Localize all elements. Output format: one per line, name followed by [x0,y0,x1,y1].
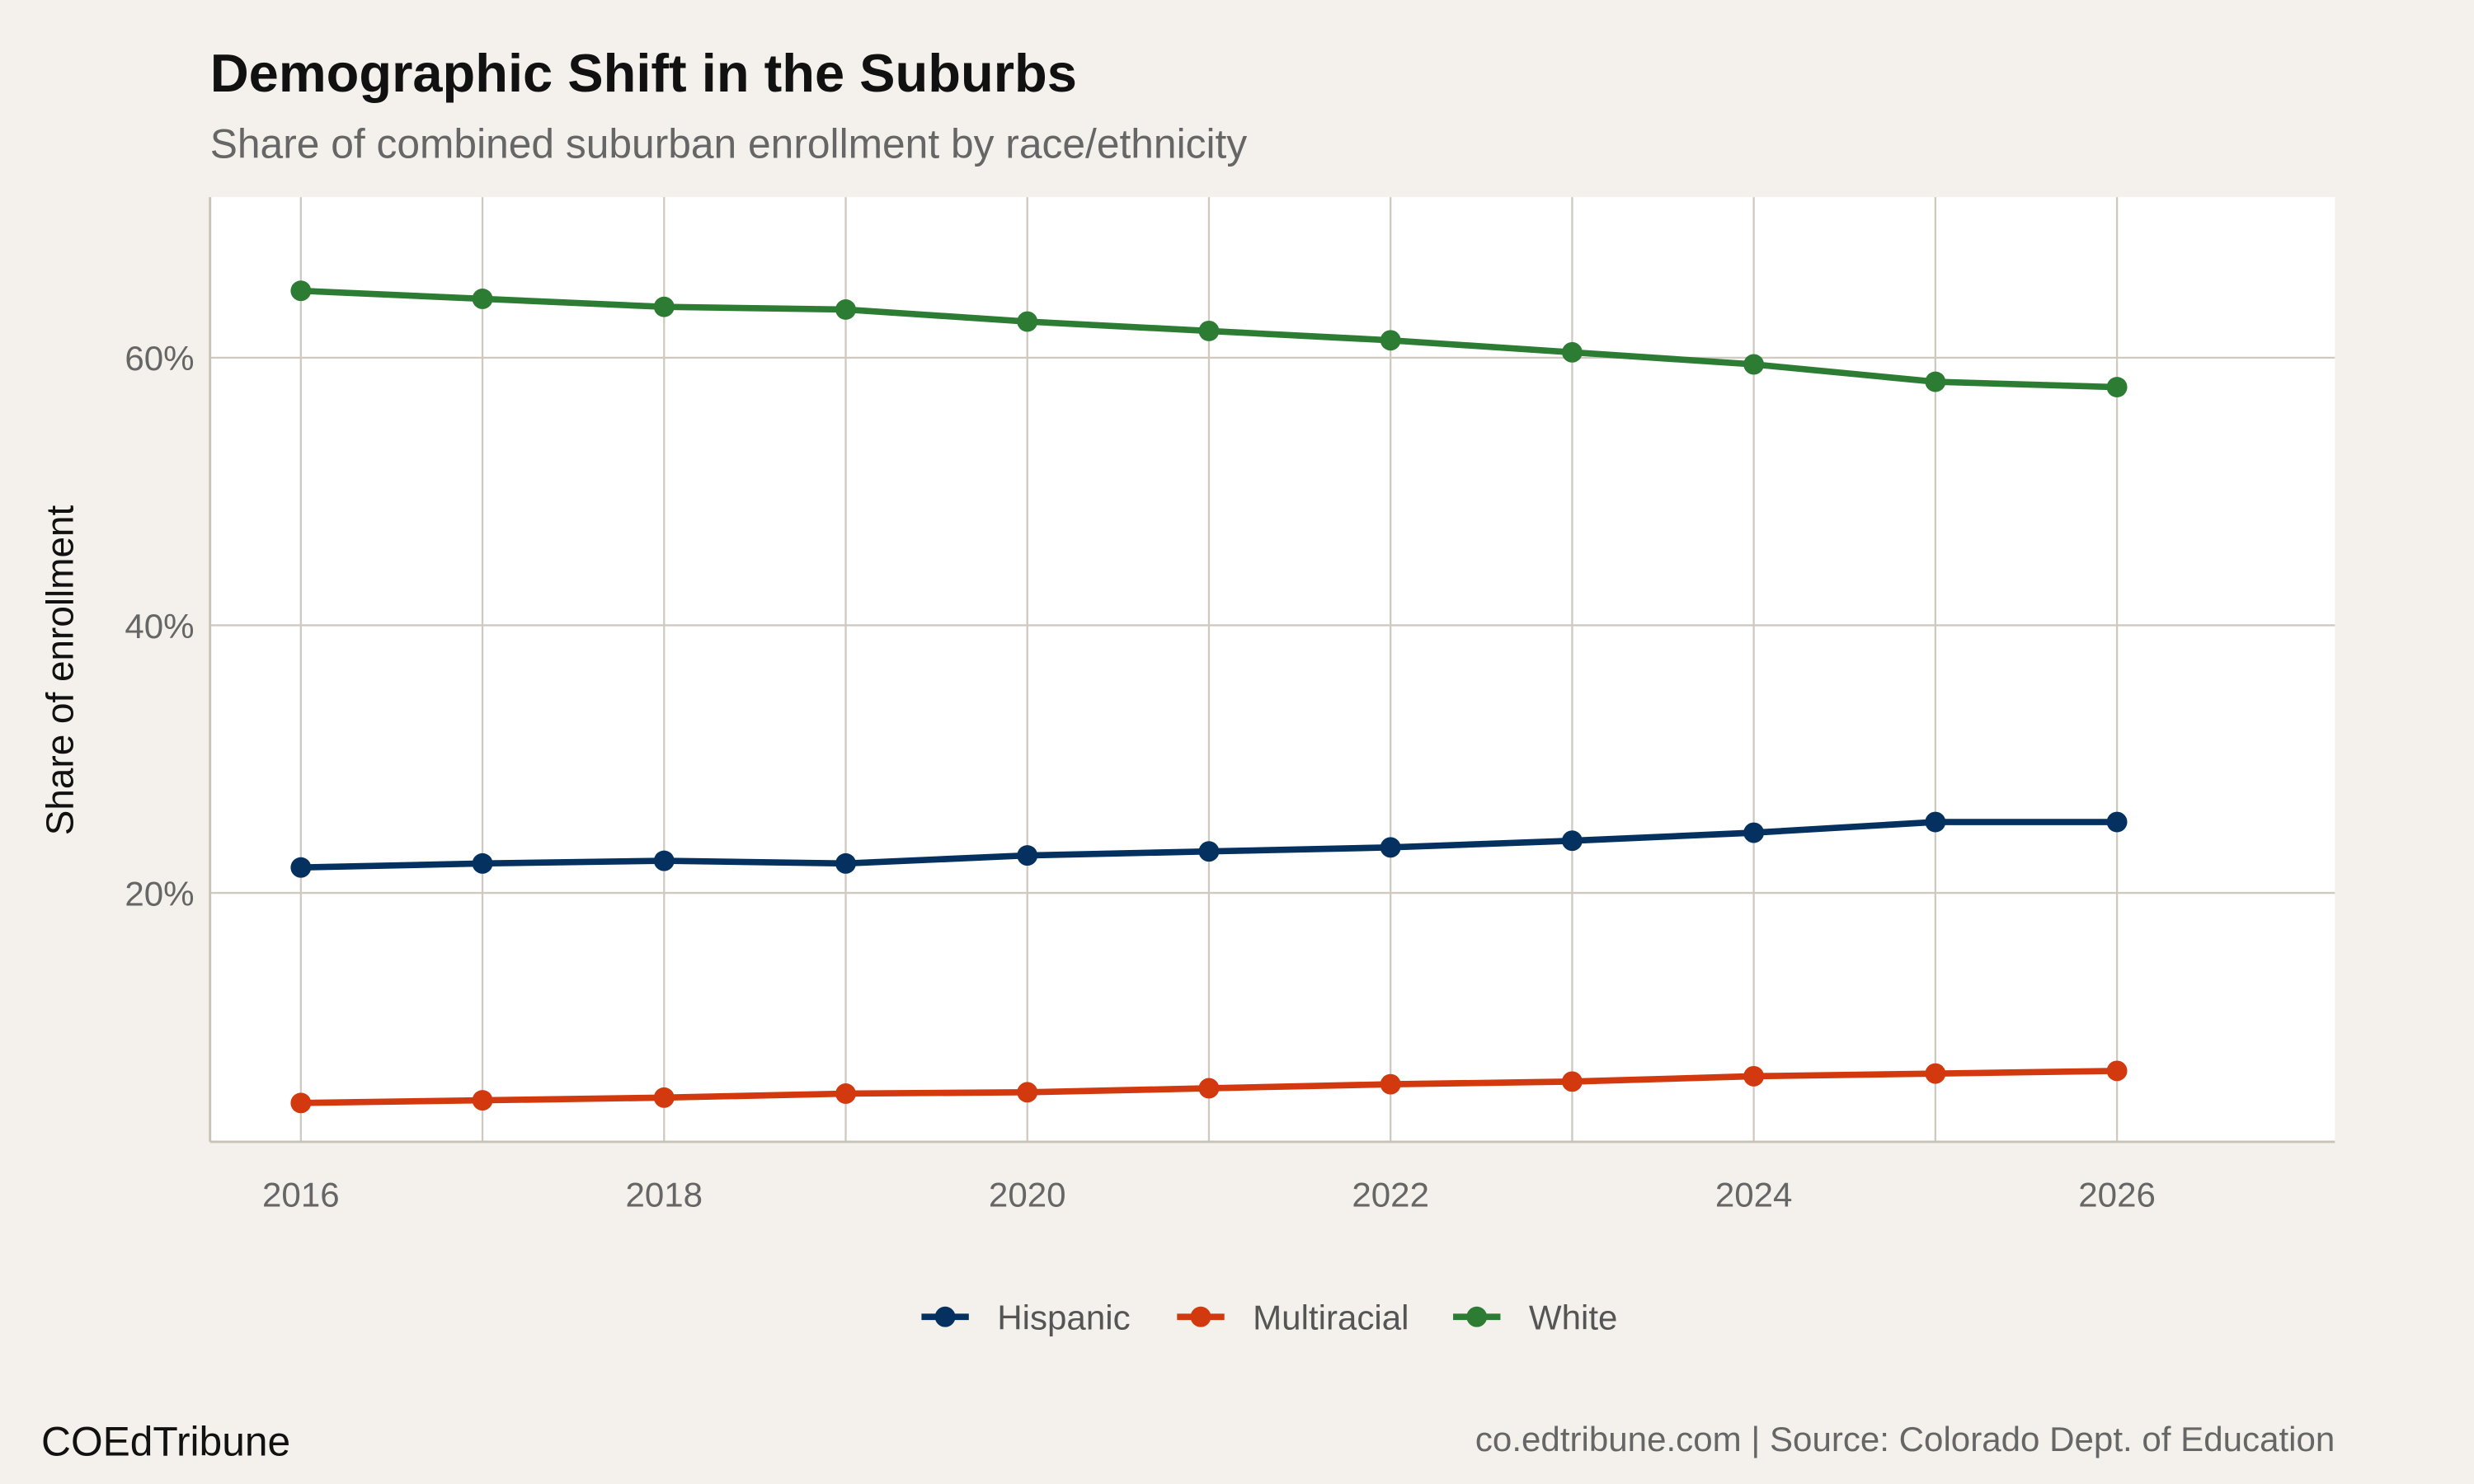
source-caption: co.edtribune.com | Source: Colorado Dept… [1475,1420,2335,1458]
x-tick-labels: 2016 2018 2020 2022 2024 2026 [262,1175,2156,1214]
data-point-white [472,289,493,309]
data-point-multiracial [290,1092,312,1114]
legend-label: White [1529,1298,1618,1337]
data-point-white [1017,311,1038,332]
gridlines [209,197,2335,1142]
data-point-multiracial [2106,1060,2128,1082]
series-group [290,280,2128,1114]
data-point-white [835,299,856,320]
data-point-white [1743,354,1765,375]
data-point-hispanic [1743,822,1765,843]
x-tick-label: 2018 [625,1175,703,1214]
legend-swatch-dot [934,1306,956,1327]
x-tick-label: 2020 [989,1175,1066,1214]
data-point-hispanic [653,850,675,871]
data-point-hispanic [1198,841,1220,862]
legend-item-hispanic: Hispanic [921,1298,1131,1337]
legend: Hispanic Multiracial White [921,1298,1617,1337]
x-tick-label: 2024 [1715,1175,1793,1214]
x-tick-label: 2022 [1352,1175,1429,1214]
chart-subtitle: Share of combined suburban enrollment by… [210,120,1248,167]
data-point-hispanic [472,852,493,874]
y-tick-label: 60% [125,339,194,378]
data-point-white [1561,341,1583,363]
series-hispanic [290,811,2128,878]
legend-label: Hispanic [997,1298,1130,1337]
data-point-white [653,296,675,317]
brand-label: COEdTribune [41,1419,290,1465]
y-tick-label: 20% [125,874,194,913]
data-point-white [2106,377,2128,397]
x-tick-label: 2026 [2078,1175,2156,1214]
y-axis-label: Share of enrollment [38,505,81,835]
data-point-hispanic [1925,811,1946,833]
legend-item-multiracial: Multiracial [1177,1298,1409,1337]
legend-item-white: White [1453,1298,1617,1337]
data-point-hispanic [835,852,856,874]
data-point-hispanic [1561,830,1583,852]
data-point-white [1198,320,1220,341]
x-tick-label: 2016 [262,1175,340,1214]
series-multiracial [290,1060,2128,1114]
data-point-multiracial [1198,1078,1220,1099]
plot-area [209,197,2335,1142]
data-point-multiracial [472,1090,493,1111]
data-point-multiracial [1925,1063,1946,1084]
legend-swatch-dot [1190,1306,1211,1327]
chart-title: Demographic Shift in the Suburbs [210,43,1077,103]
data-point-hispanic [1017,845,1038,866]
data-point-multiracial [1743,1065,1765,1087]
data-point-multiracial [1380,1073,1401,1095]
legend-swatch-dot [1466,1306,1488,1327]
data-point-hispanic [290,857,312,878]
y-tick-labels: 20% 40% 60% [125,339,194,913]
data-point-multiracial [1017,1082,1038,1103]
data-point-white [1925,371,1946,392]
data-point-hispanic [2106,811,2128,833]
series-white [290,280,2128,397]
data-point-multiracial [1561,1071,1583,1092]
data-point-white [290,280,312,302]
data-point-multiracial [653,1087,675,1108]
y-tick-label: 40% [125,607,194,646]
data-point-hispanic [1380,837,1401,858]
data-point-multiracial [835,1083,856,1104]
legend-label: Multiracial [1253,1298,1409,1337]
data-point-white [1380,330,1401,351]
